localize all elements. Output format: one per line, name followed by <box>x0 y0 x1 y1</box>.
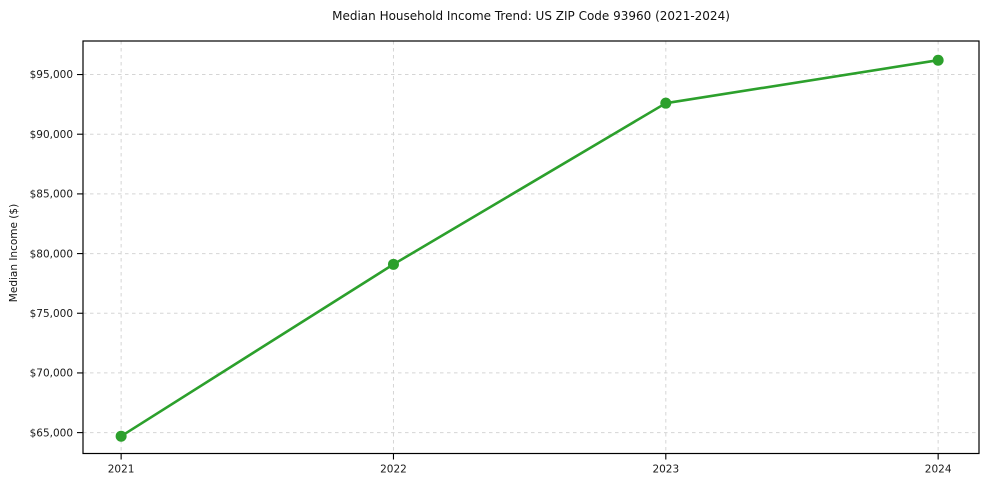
axis-ticks: $65,000 $70,000 $75,000 $80,000 $85,000 $90,0… <box>30 69 952 475</box>
y-tick-label: $80,000 <box>30 248 73 260</box>
y-tick-label: $90,000 <box>30 129 73 141</box>
data-point <box>387 258 399 270</box>
y-tick-label: $65,000 <box>30 427 73 439</box>
y-tick-label: $95,000 <box>30 69 73 81</box>
y-tick-label: $85,000 <box>30 189 73 201</box>
series-line <box>119 58 940 438</box>
plot-frame <box>82 40 980 455</box>
data-point <box>660 97 672 109</box>
x-tick-label: 2022 <box>380 464 407 476</box>
data-point <box>115 430 127 442</box>
x-tick-label: 2023 <box>652 464 679 476</box>
y-tick-label: $70,000 <box>30 368 73 380</box>
data-point <box>932 54 944 66</box>
x-tick-label: 2024 <box>925 464 952 476</box>
gridlines <box>83 41 979 454</box>
y-tick-label: $75,000 <box>30 308 73 320</box>
chart-title: Median Household Income Trend: US ZIP Co… <box>332 9 730 23</box>
x-tick-label: 2021 <box>108 464 135 476</box>
